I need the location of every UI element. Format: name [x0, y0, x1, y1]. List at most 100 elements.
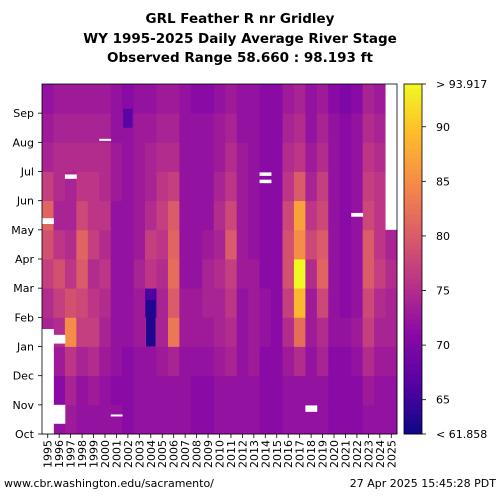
- footer-source-link[interactable]: www.cbr.washington.edu/sacramento/: [4, 477, 214, 490]
- colorbar-segment: [404, 289, 422, 295]
- heatmap-cell: [305, 317, 318, 347]
- x-tick-label: 1998: [76, 440, 89, 468]
- colorbar-segment: [404, 109, 422, 115]
- heatmap-cell: [316, 200, 329, 231]
- heatmap-cell: [42, 142, 54, 172]
- heatmap-cell: [179, 229, 192, 260]
- heatmap-cell: [110, 346, 123, 377]
- heatmap-cell: [167, 259, 180, 289]
- heatmap-cell: [99, 259, 112, 289]
- heatmap-cell: [202, 142, 215, 172]
- colorbar-segment: [404, 234, 422, 240]
- heatmap-cell: [259, 171, 272, 202]
- heatmap-cell: [316, 317, 329, 347]
- missing-data-block: [42, 218, 54, 224]
- heatmap-cell: [282, 288, 295, 318]
- colorbar-segment: [404, 384, 422, 390]
- heatmap-cell: [133, 346, 146, 377]
- colorbar-segment: [404, 314, 422, 320]
- heatmap-cell: [362, 113, 375, 143]
- colorbar-segment: [404, 149, 422, 155]
- y-tick-label: Aug: [13, 136, 34, 149]
- x-tick-label: 2002: [122, 440, 135, 468]
- heatmap-cell: [259, 404, 272, 435]
- colorbar-tick-label: 70: [436, 339, 450, 352]
- heatmap-cell: [282, 142, 295, 172]
- colorbar-segment: [404, 99, 422, 105]
- heatmap-cell: [87, 113, 100, 143]
- heatmap-cell: [133, 229, 146, 260]
- heatmap-cell: [145, 346, 157, 377]
- heatmap-cell: [374, 229, 386, 260]
- colorbar-segment: [404, 204, 422, 210]
- heatmap-cell: [145, 229, 157, 260]
- heatmap-cell: [259, 113, 272, 143]
- heatmap-cell: [305, 113, 318, 143]
- heatmap-cell: [133, 317, 146, 347]
- heatmap-cell: [122, 142, 135, 172]
- heatmap-cell: [213, 288, 226, 318]
- heatmap-cell: [145, 84, 157, 114]
- low-stage-block: [123, 108, 133, 128]
- heatmap-cell: [293, 142, 306, 172]
- heatmap-cell: [87, 84, 100, 114]
- heatmap-cell: [202, 259, 215, 289]
- x-tick-label: 2013: [248, 440, 261, 468]
- heatmap-cell: [236, 142, 249, 172]
- heatmap-cell: [362, 288, 375, 318]
- heatmap-cell: [167, 113, 180, 143]
- heatmap-cell: [374, 288, 386, 318]
- heatmap-cell: [339, 200, 352, 231]
- heatmap-cell: [362, 84, 375, 114]
- heatmap-cell: [236, 317, 249, 347]
- x-tick-label: 2001: [110, 440, 123, 468]
- colorbar-segment: [404, 419, 422, 425]
- heatmap-cell: [133, 288, 146, 318]
- heatmap-cell: [156, 404, 169, 435]
- heatmap-cell: [190, 259, 203, 289]
- y-tick-label: Jan: [16, 341, 34, 354]
- heatmap-cell: [76, 404, 89, 435]
- heatmap-cell: [190, 142, 203, 172]
- heatmap-cell: [110, 84, 123, 114]
- heatmap-cell: [351, 113, 364, 143]
- colorbar-segment: [404, 264, 422, 270]
- heatmap-cell: [145, 113, 157, 143]
- heatmap-cell: [87, 346, 100, 377]
- heatmap-cell: [271, 404, 283, 435]
- heatmap-cell: [167, 200, 180, 231]
- y-tick-label: May: [11, 224, 34, 237]
- heatmap-cell: [202, 200, 215, 231]
- heatmap-cell: [213, 259, 226, 289]
- heatmap-cell: [76, 171, 89, 202]
- heatmap-cell: [305, 404, 318, 435]
- heatmap-cell: [167, 84, 180, 114]
- heatmap-cell: [167, 317, 180, 347]
- colorbar: > 93.917 65 70 75 80 85 90 < 61.858: [403, 78, 487, 441]
- heatmap-cell: [385, 259, 398, 289]
- colorbar-frame: [403, 83, 423, 435]
- heatmap-cell: [351, 259, 364, 289]
- colorbar-segment: [404, 424, 422, 430]
- heatmap-cell: [293, 375, 306, 406]
- colorbar-segment: [404, 139, 422, 145]
- heatmap-cell: [225, 317, 238, 347]
- heatmap-cell: [179, 259, 192, 289]
- heatmap-cell: [110, 200, 123, 231]
- heatmap-cell: [53, 259, 66, 289]
- heatmap-cell: [156, 229, 169, 260]
- heatmap-cell: [110, 404, 123, 435]
- heatmap-cell: [202, 317, 215, 347]
- colorbar-segment: [404, 189, 422, 195]
- heatmap-cell: [339, 142, 352, 172]
- heatmap-cell: [328, 404, 341, 435]
- colorbar-segment: [404, 159, 422, 165]
- heatmap-cell: [213, 229, 226, 260]
- colorbar-segment: [404, 294, 422, 300]
- colorbar-tick-label: 80: [436, 230, 450, 243]
- heatmap-cell: [362, 375, 375, 406]
- x-tick-label: 2024: [374, 440, 387, 468]
- heatmap-cell: [225, 229, 238, 260]
- heatmap-cell: [385, 404, 398, 435]
- heatmap-cell: [339, 288, 352, 318]
